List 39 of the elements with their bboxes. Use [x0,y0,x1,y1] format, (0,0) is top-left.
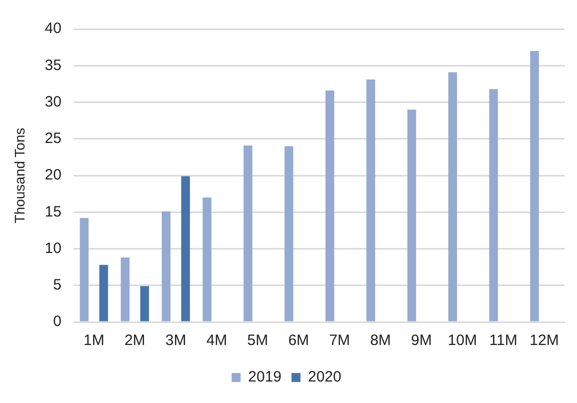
bar [366,80,376,322]
y-tick-label: 10 [44,240,62,257]
x-tick-label: 8M [370,332,391,350]
bar [99,264,108,322]
x-tick-label: 12M [530,332,559,350]
y-tick-label: 0 [53,313,62,330]
y-axis-title: Thousand Tons [11,128,28,224]
bar [407,110,416,322]
legend-label: 2020 [308,368,342,386]
bar [140,286,149,322]
y-tick-label: 30 [44,93,62,110]
x-tick-label: 7M [329,332,350,350]
bar [489,89,498,322]
bar [202,197,212,322]
x-tick-label: 10M [448,332,477,350]
y-tick-label: 5 [53,276,62,294]
x-tick-label: 6M [288,332,310,350]
bar [244,145,252,322]
bar [530,50,539,322]
legend-label: 2019 [248,368,282,386]
x-tick-label: 1M [84,332,104,350]
bar [120,258,130,322]
x-tick-label: 3M [165,332,186,350]
bar [448,72,458,322]
x-tick-label: 2M [124,332,146,350]
y-tick-label: 40 [44,20,62,38]
bar [284,146,294,322]
bar [325,90,334,322]
bar [80,218,89,322]
y-tick-label: 20 [44,166,62,184]
bar [181,176,190,322]
y-tick-label: 15 [44,203,62,220]
x-tick-label: 5M [247,332,268,350]
y-tick-label: 35 [44,56,62,74]
y-tick-label: 25 [44,130,62,148]
x-tick-label: 11M [489,332,518,350]
x-tick-label: 4M [206,332,228,350]
x-tick-label: 9M [411,332,432,350]
bar [162,211,170,322]
